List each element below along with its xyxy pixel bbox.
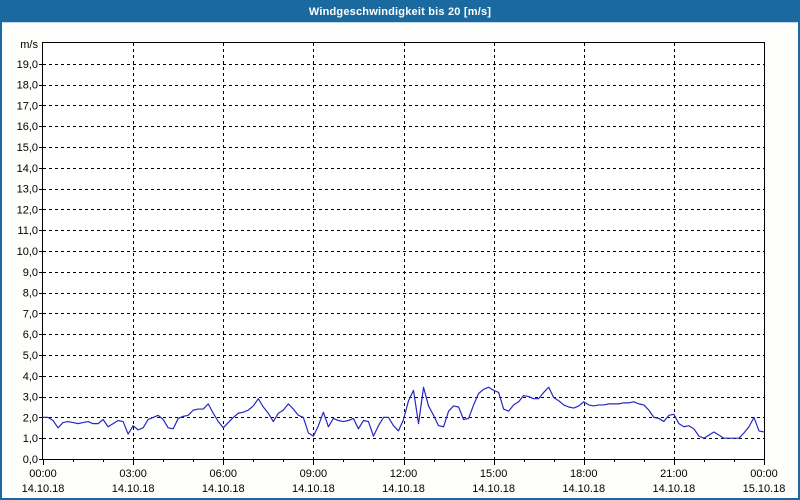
y-tick-label: 6,0	[23, 329, 38, 341]
x-tick-date-label: 14.10.18	[22, 483, 65, 495]
y-tick-label: 9,0	[23, 267, 38, 279]
wind-speed-line	[42, 386, 765, 439]
x-tick-date-label: 14.10.18	[112, 483, 155, 495]
x-tick-date-label: 14.10.18	[652, 483, 695, 495]
x-tick-date-label: 14.10.18	[472, 483, 515, 495]
y-tick-label: 17,0	[17, 100, 38, 112]
y-axis-unit-label: m/s	[20, 39, 38, 51]
x-tick-time-label: 06:00	[209, 468, 237, 480]
x-tick-date-label: 14.10.18	[292, 483, 335, 495]
title-bar: Windgeschwindigkeit bis 20 [m/s]	[2, 2, 798, 23]
chart-title: Windgeschwindigkeit bis 20 [m/s]	[308, 6, 492, 18]
x-tick-date-label: 14.10.18	[382, 483, 425, 495]
x-tick-time-label: 12:00	[390, 468, 418, 480]
y-tick-label: 1,0	[23, 433, 38, 445]
y-tick-label: 3,0	[23, 392, 38, 404]
x-tick-date-label: 15.10.18	[743, 483, 786, 495]
y-tick-label: 5,0	[23, 350, 38, 362]
x-tick-time-label: 00:00	[750, 468, 778, 480]
y-tick-label: 14,0	[17, 163, 38, 175]
x-tick-time-label: 21:00	[660, 468, 688, 480]
x-tick-time-label: 00:00	[29, 468, 57, 480]
y-tick-label: 11,0	[17, 225, 38, 237]
x-tick-time-label: 18:00	[570, 468, 598, 480]
y-tick-label: 0,0	[23, 454, 38, 466]
x-tick-date-label: 14.10.18	[202, 483, 245, 495]
x-tick-time-label: 15:00	[480, 468, 508, 480]
y-tick-label: 19,0	[17, 59, 38, 71]
y-tick-label: 8,0	[23, 288, 38, 300]
x-tick-time-label: 09:00	[300, 468, 328, 480]
y-tick-label: 13,0	[17, 184, 38, 196]
y-tick-label: 10,0	[17, 246, 38, 258]
y-tick-label: 4,0	[23, 371, 38, 383]
x-tick-time-label: 03:00	[119, 468, 147, 480]
y-tick-label: 16,0	[17, 121, 38, 133]
x-tick-date-label: 14.10.18	[562, 483, 605, 495]
y-tick-label: 12,0	[17, 204, 38, 216]
y-tick-label: 15,0	[17, 142, 38, 154]
y-tick-label: 2,0	[23, 412, 38, 424]
y-tick-label: 18,0	[17, 80, 38, 92]
y-tick-label: 7,0	[23, 308, 38, 320]
